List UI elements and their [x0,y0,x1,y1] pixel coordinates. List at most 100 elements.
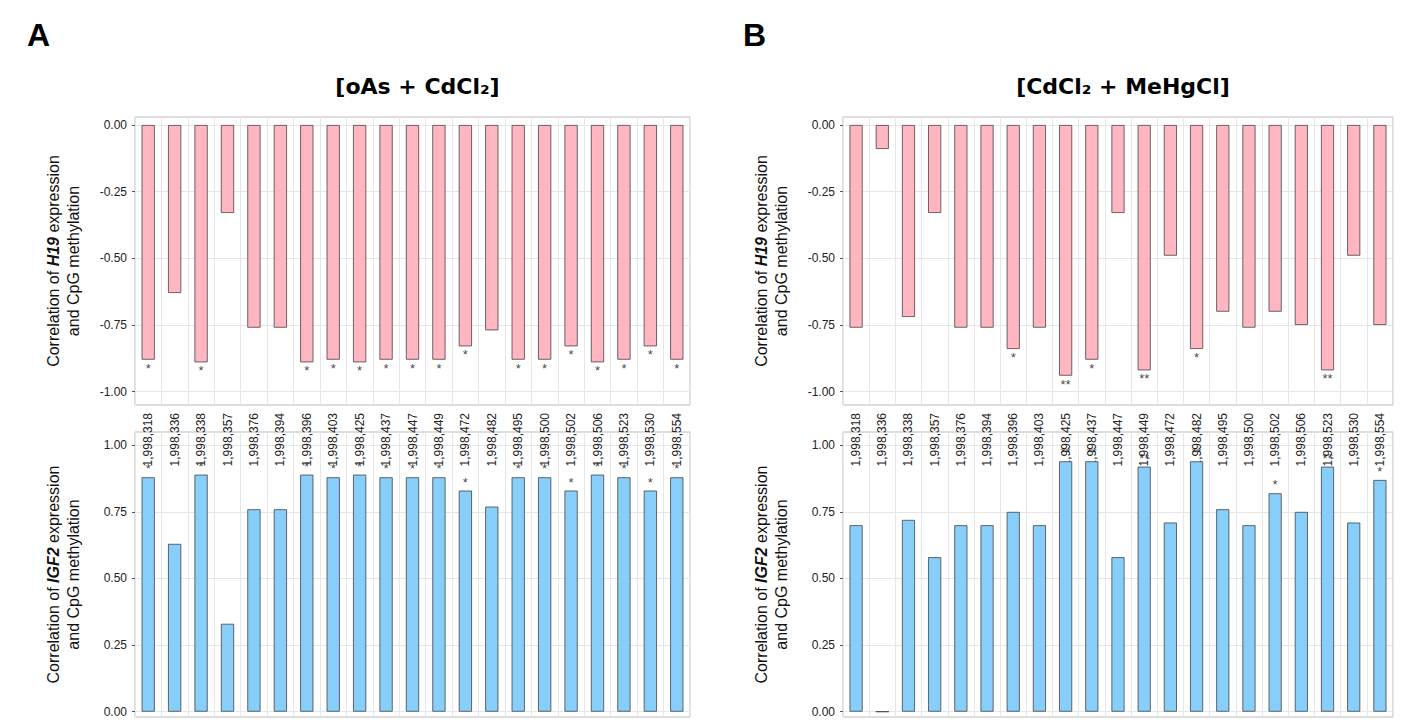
svg-text:[CdCl₂ + MeHgCl]: [CdCl₂ + MeHgCl] [1016,74,1230,99]
svg-text:1,998,472: 1,998,472 [1163,413,1177,467]
svg-text:*: * [1089,361,1094,376]
svg-text:1,998,482: 1,998,482 [1190,413,1204,467]
svg-text:methylation: methylation [773,186,790,268]
svg-text:Correlation: Correlation [45,605,62,683]
svg-text:and: and [773,309,790,336]
svg-text:-0.75: -0.75 [808,318,836,332]
svg-text:1,998,449: 1,998,449 [432,413,446,467]
svg-text:of: of [45,270,62,284]
svg-text:*: * [674,461,679,476]
svg-text:-0.25: -0.25 [100,185,128,199]
svg-text:CpG: CpG [773,586,790,619]
svg-text:*: * [1377,464,1382,479]
svg-text:*: * [146,361,151,376]
svg-text:1,998,403: 1,998,403 [326,413,340,467]
svg-text:-1.00: -1.00 [808,385,836,399]
svg-text:1,998,336: 1,998,336 [875,413,889,467]
svg-text:*: * [516,361,521,376]
svg-text:methylation: methylation [773,499,790,581]
svg-text:of: of [45,587,62,601]
svg-text:A: A [27,17,50,53]
svg-text:H19: H19 [753,237,770,266]
svg-text:*: * [463,347,468,362]
svg-text:*: * [463,475,468,490]
svg-text:CpG: CpG [773,272,790,305]
svg-text:1,998,530: 1,998,530 [1347,413,1361,467]
svg-text:*: * [199,459,204,474]
svg-text:1,998,523: 1,998,523 [617,413,631,467]
svg-text:*: * [648,475,653,490]
svg-text:expression: expression [45,466,62,543]
svg-text:**: ** [1322,451,1332,466]
svg-text:0.25: 0.25 [104,638,128,652]
svg-text:**: ** [1061,377,1071,392]
svg-text:*: * [331,461,336,476]
svg-text:1,998,472: 1,998,472 [458,413,472,467]
svg-text:*: * [199,363,204,378]
svg-text:*: * [648,347,653,362]
svg-text:-0.25: -0.25 [808,185,836,199]
svg-text:0.00: 0.00 [104,118,128,132]
svg-text:0.00: 0.00 [812,118,836,132]
svg-text:0.50: 0.50 [812,571,836,585]
svg-text:1,998,523: 1,998,523 [1321,413,1335,467]
svg-text:**: ** [1139,451,1149,466]
svg-text:methylation: methylation [65,499,82,581]
svg-text:*: * [304,459,309,474]
svg-text:0.75: 0.75 [812,505,836,519]
svg-text:of: of [753,270,770,284]
svg-text:*: * [674,361,679,376]
svg-text:1,998,500: 1,998,500 [1242,413,1256,467]
svg-text:**: ** [1322,371,1332,386]
svg-text:1.00: 1.00 [104,438,128,452]
svg-text:1,998,376: 1,998,376 [954,413,968,467]
svg-text:*: * [1273,477,1278,492]
svg-text:Correlation: Correlation [45,289,62,367]
svg-text:-1.00: -1.00 [100,385,128,399]
svg-text:1,998,336: 1,998,336 [168,413,182,467]
svg-text:*: * [357,459,362,474]
svg-text:0.00: 0.00 [812,705,836,719]
svg-text:-0.50: -0.50 [100,251,128,265]
svg-text:**: ** [1139,371,1149,386]
svg-text:1,998,396: 1,998,396 [1006,413,1020,467]
svg-text:and: and [773,623,790,650]
svg-text:*: * [436,361,441,376]
svg-text:1,998,376: 1,998,376 [247,413,261,467]
svg-text:1,998,437: 1,998,437 [1085,413,1099,467]
svg-text:*: * [621,461,626,476]
svg-text:*: * [595,459,600,474]
svg-text:*: * [331,361,336,376]
svg-text:1,998,506: 1,998,506 [1294,413,1308,467]
svg-text:**: ** [1061,445,1071,460]
svg-text:*: * [569,475,574,490]
svg-text:0.75: 0.75 [104,505,128,519]
svg-text:*: * [384,461,389,476]
svg-text:**: ** [1087,445,1097,460]
svg-text:*: * [146,461,151,476]
svg-text:*: * [516,461,521,476]
svg-text:IGF2: IGF2 [45,547,62,583]
svg-text:and: and [65,309,82,336]
svg-text:1,998,394: 1,998,394 [980,413,994,467]
svg-text:Correlation: Correlation [753,605,770,683]
svg-text:**: ** [1192,445,1202,460]
svg-text:-0.50: -0.50 [808,251,836,265]
svg-text:methylation: methylation [65,186,82,268]
svg-text:*: * [542,461,547,476]
svg-text:1,998,447: 1,998,447 [406,413,420,467]
svg-text:and: and [65,623,82,650]
svg-text:*: * [436,461,441,476]
svg-text:1,998,482: 1,998,482 [485,413,499,467]
svg-text:expression: expression [753,466,770,543]
svg-text:*: * [384,361,389,376]
svg-text:*: * [357,363,362,378]
svg-text:1,998,447: 1,998,447 [1111,413,1125,467]
svg-text:1,998,437: 1,998,437 [379,413,393,467]
svg-text:1,998,530: 1,998,530 [643,413,657,467]
svg-text:0.00: 0.00 [104,705,128,719]
svg-text:*: * [569,347,574,362]
svg-text:of: of [753,587,770,601]
svg-text:1.00: 1.00 [812,438,836,452]
svg-text:1,998,357: 1,998,357 [928,413,942,467]
